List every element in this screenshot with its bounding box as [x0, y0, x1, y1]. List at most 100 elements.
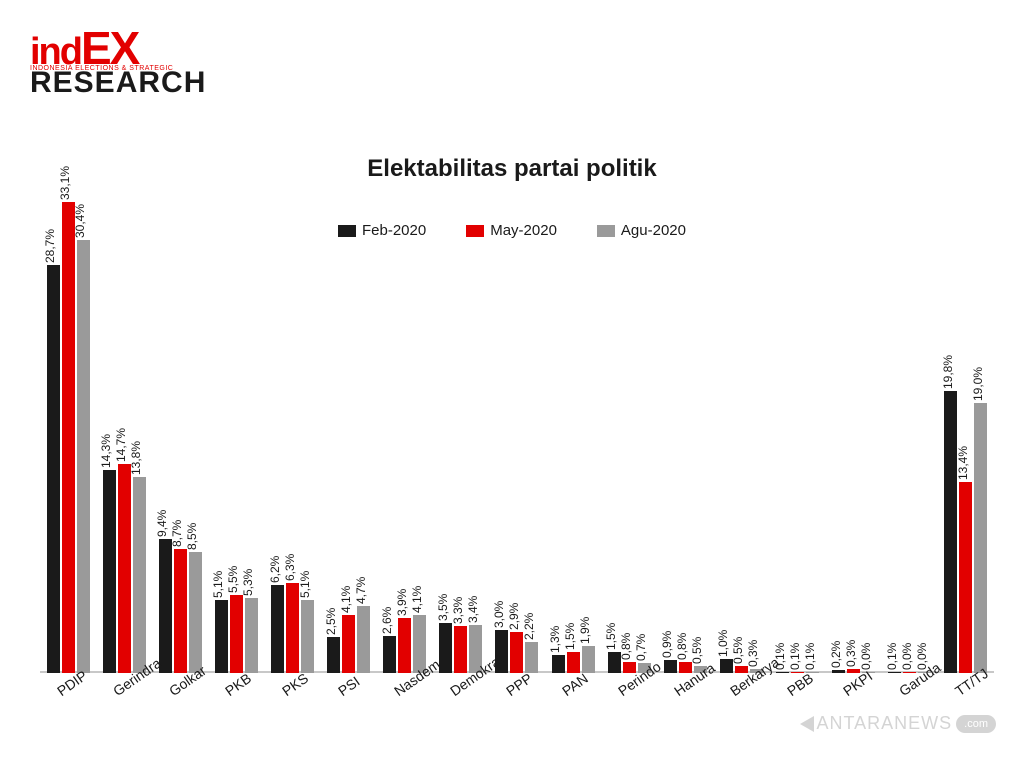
bar-value-label: 13,8% [129, 441, 143, 475]
bar-value-label: 0,8% [619, 632, 633, 659]
bar-value-label: 3,4% [466, 595, 480, 622]
bar: 4,1% [342, 615, 355, 673]
bar: 2,5% [327, 637, 340, 673]
bar-value-label: 0,0% [859, 643, 873, 670]
bar: 13,8% [133, 477, 146, 673]
bar-value-label: 5,1% [211, 571, 225, 598]
bar: 5,1% [301, 600, 314, 673]
bar-group: 28,7%33,1%30,4% [40, 202, 96, 673]
bar-value-label: 4,1% [410, 585, 424, 612]
bar: 13,4% [959, 482, 972, 673]
bar-value-label: 0,5% [731, 637, 745, 664]
watermark-arrow-icon [800, 716, 814, 732]
bar-value-label: 1,5% [563, 622, 577, 649]
bar: 3,3% [454, 626, 467, 673]
x-axis-label: PKB [222, 670, 254, 699]
bar-value-label: 1,9% [578, 617, 592, 644]
watermark-suffix: .com [956, 715, 996, 733]
antaranews-watermark: ANTARANEWS .com [800, 713, 996, 734]
bar: 4,7% [357, 606, 370, 673]
bar-value-label: 4,1% [339, 585, 353, 612]
bar-value-label: 14,3% [99, 434, 113, 468]
x-axis-label: PBB [784, 670, 816, 699]
bar: 1,5% [567, 652, 580, 673]
bar-value-label: 9,4% [155, 510, 169, 537]
chart-area: 28,7%33,1%30,4%14,3%14,7%13,8%9,4%8,7%8,… [40, 175, 994, 673]
bar-value-label: 13,4% [956, 446, 970, 480]
bar-value-label: 0,1% [885, 642, 899, 669]
bar-group: 2,5%4,1%4,7% [321, 606, 377, 673]
bar: 8,7% [174, 549, 187, 673]
bar-value-label: 0,3% [844, 639, 858, 666]
watermark-text: ANTARANEWS [816, 713, 952, 734]
bar: 0,1% [888, 672, 901, 673]
bar-group: 14,3%14,7%13,8% [96, 464, 152, 673]
bar-group: 9,4%8,7%8,5% [152, 539, 208, 673]
bar-value-label: 0,1% [803, 642, 817, 669]
bar-value-label: 6,3% [283, 554, 297, 581]
bar-value-label: 1,3% [548, 625, 562, 652]
bar-value-label: 14,7% [114, 428, 128, 462]
bar: 33,1% [62, 202, 75, 673]
bar: 9,4% [159, 539, 172, 673]
bar-value-label: 5,5% [226, 565, 240, 592]
x-axis-label: PSI [335, 673, 363, 699]
bar-value-label: 0,8% [675, 632, 689, 659]
bar-value-label: 0,9% [660, 631, 674, 658]
bar-value-label: 3,0% [492, 601, 506, 628]
bar-value-label: 2,2% [522, 612, 536, 639]
bar-value-label: 3,9% [395, 588, 409, 615]
bar-value-label: 33,1% [58, 166, 72, 200]
bar: 5,5% [230, 595, 243, 673]
bar: 19,0% [974, 403, 987, 673]
bar: 6,2% [271, 585, 284, 673]
bar: 5,3% [245, 598, 258, 673]
bar-value-label: 19,0% [971, 367, 985, 401]
bar: 5,1% [215, 600, 228, 673]
bar-value-label: 0,2% [829, 641, 843, 668]
bar: 0,1% [776, 672, 789, 673]
x-axis-label: PAN [559, 670, 591, 699]
bar-value-label: 0,0% [900, 643, 914, 670]
bar: 2,2% [525, 642, 538, 673]
bar-value-label: 6,2% [268, 555, 282, 582]
bar-value-label: 19,8% [941, 355, 955, 389]
logo-research: RESEARCH [30, 66, 206, 100]
bar-value-label: 3,3% [451, 597, 465, 624]
bar: 14,7% [118, 464, 131, 673]
bar-value-label: 5,1% [298, 571, 312, 598]
bar-value-label: 2,6% [380, 607, 394, 634]
bar-value-label: 8,5% [185, 523, 199, 550]
bar-group: 5,1%5,5%5,3% [208, 595, 264, 673]
bar-value-label: 4,7% [354, 577, 368, 604]
bar-group: 19,8%13,4%19,0% [938, 391, 994, 673]
bar-value-label: 0,5% [690, 637, 704, 664]
bar: 2,6% [383, 636, 396, 673]
bar-value-label: 8,7% [170, 520, 184, 547]
x-axis-label: PKS [279, 670, 311, 699]
bar: 1,9% [582, 646, 595, 673]
bar-value-label: 28,7% [43, 229, 57, 263]
bar-value-label: 1,0% [716, 629, 730, 656]
bar-value-label: 5,3% [241, 568, 255, 595]
bar: 0,9% [664, 660, 677, 673]
bar: 1,3% [552, 655, 565, 673]
bar-group: 0,2%0,3%0,0% [826, 669, 882, 673]
x-axis-label: PPP [503, 670, 535, 699]
bar-value-label: 3,5% [436, 594, 450, 621]
bar: 28,7% [47, 265, 60, 673]
bar-value-label: 0,1% [788, 642, 802, 669]
bar-group: 0,1%0,1%0,1% [770, 672, 826, 673]
bar: 0,2% [832, 670, 845, 673]
bar-value-label: 2,5% [324, 608, 338, 635]
bar: 3,9% [398, 618, 411, 673]
bar: 3,5% [439, 623, 452, 673]
bar-value-label: 2,9% [507, 602, 521, 629]
bar-group: 6,2%6,3%5,1% [264, 583, 320, 673]
bar: 14,3% [103, 470, 116, 673]
bar-value-label: 30,4% [73, 204, 87, 238]
bar-value-label: 1,5% [604, 622, 618, 649]
bar: 30,4% [77, 240, 90, 673]
bar: 19,8% [944, 391, 957, 673]
index-research-logo: indEX INDONESIA ELECTIONS & STRATEGIC RE… [30, 30, 206, 100]
